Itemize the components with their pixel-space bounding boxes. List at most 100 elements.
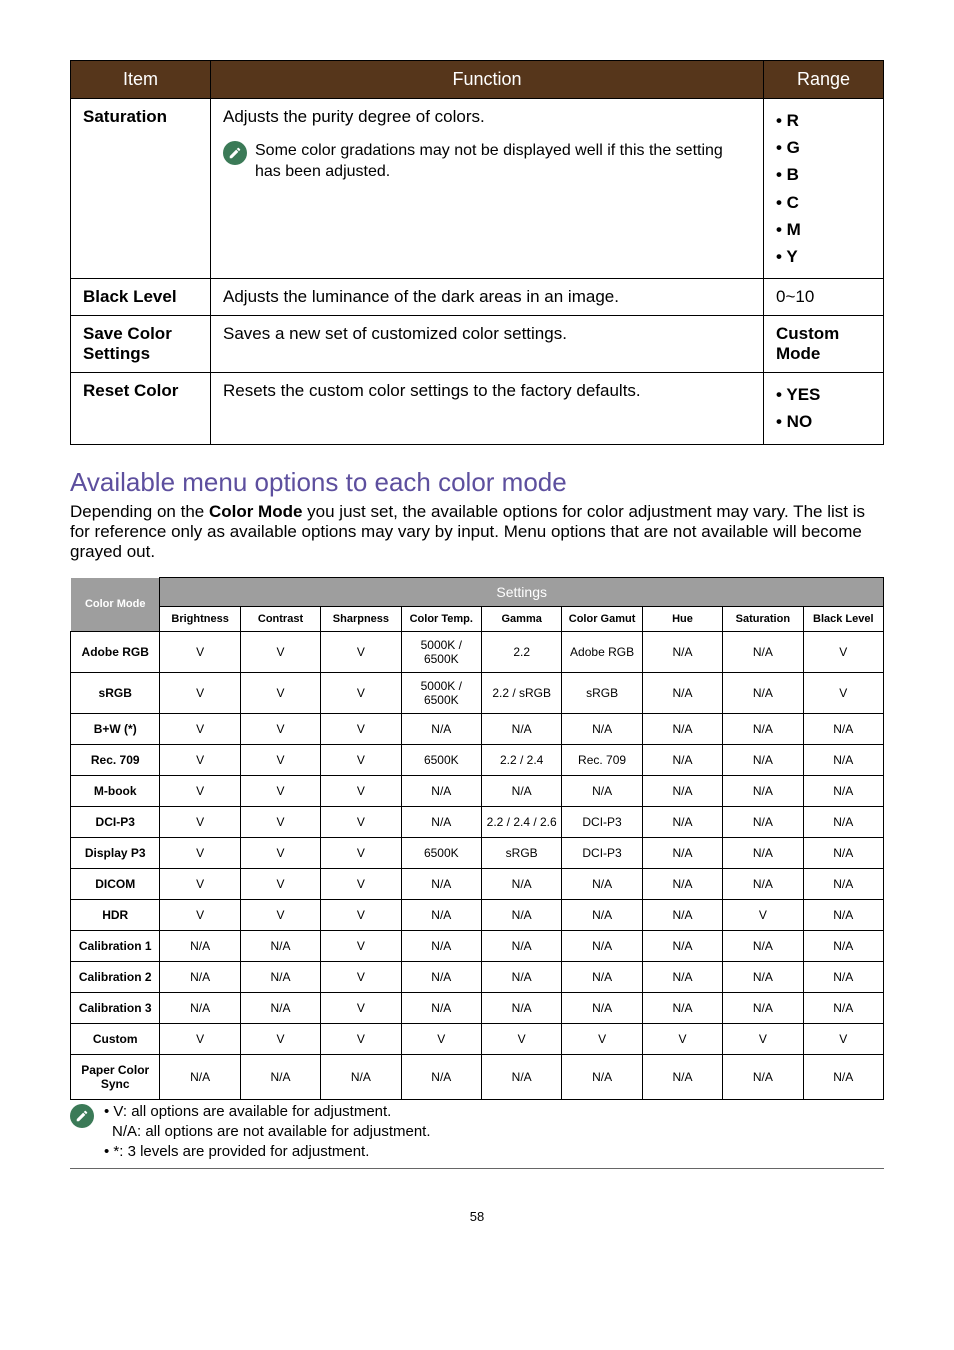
- cell: N/A: [562, 899, 642, 930]
- cell: N/A: [401, 961, 481, 992]
- range-cell: • R • G • B • C • M • Y: [764, 99, 884, 279]
- cell: 2.2: [481, 631, 561, 672]
- col-header: Black Level: [803, 606, 883, 631]
- cell: N/A: [723, 992, 803, 1023]
- function-text: Saves a new set of customized color sett…: [211, 316, 764, 373]
- cell: N/A: [642, 930, 722, 961]
- cell: N/A: [803, 806, 883, 837]
- hdr-range: Range: [764, 61, 884, 99]
- cell: V: [160, 837, 240, 868]
- cell: N/A: [803, 713, 883, 744]
- table-row: HDRVVVN/AN/AN/AN/AVN/A: [71, 899, 884, 930]
- table-row: Saturation Adjusts the purity degree of …: [71, 99, 884, 279]
- table-row: Calibration 3N/AN/AVN/AN/AN/AN/AN/AN/A: [71, 992, 884, 1023]
- cell: N/A: [240, 1054, 320, 1099]
- cell: V: [240, 868, 320, 899]
- cell: N/A: [642, 806, 722, 837]
- col-header: Color Gamut: [562, 606, 642, 631]
- cell: N/A: [562, 868, 642, 899]
- cell: N/A: [401, 930, 481, 961]
- cell: 2.2 / 2.4: [481, 744, 561, 775]
- cell: V: [723, 1023, 803, 1054]
- cell: N/A: [642, 713, 722, 744]
- cell: 5000K / 6500K: [401, 672, 481, 713]
- table-row: B+W (*)VVVN/AN/AN/AN/AN/AN/A: [71, 713, 884, 744]
- cell: N/A: [642, 631, 722, 672]
- cell: N/A: [401, 868, 481, 899]
- col-header: Brightness: [160, 606, 240, 631]
- cell: V: [401, 1023, 481, 1054]
- row-label: Rec. 709: [71, 744, 160, 775]
- cell: 5000K / 6500K: [401, 631, 481, 672]
- cell: N/A: [642, 837, 722, 868]
- cell: N/A: [481, 713, 561, 744]
- cell: N/A: [723, 672, 803, 713]
- item-label: Save Color Settings: [71, 316, 211, 373]
- cell: sRGB: [562, 672, 642, 713]
- section-intro: Depending on the Color Mode you just set…: [70, 502, 884, 563]
- cell: V: [803, 672, 883, 713]
- cell: V: [240, 744, 320, 775]
- col-header: Gamma: [481, 606, 561, 631]
- item-label: Black Level: [71, 279, 211, 316]
- table-row: sRGBVVV5000K / 6500K2.2 / sRGBsRGBN/AN/A…: [71, 672, 884, 713]
- table-row: DCI-P3VVVN/A2.2 / 2.4 / 2.6DCI-P3N/AN/AN…: [71, 806, 884, 837]
- cell: N/A: [642, 775, 722, 806]
- range-cell: 0~10: [764, 279, 884, 316]
- cell: V: [240, 899, 320, 930]
- hdr-settings: Settings: [160, 577, 884, 606]
- footnotes: • V: all options are available for adjus…: [70, 1102, 884, 1170]
- row-label: Paper Color Sync: [71, 1054, 160, 1099]
- row-label: B+W (*): [71, 713, 160, 744]
- col-header: Contrast: [240, 606, 320, 631]
- cell: N/A: [642, 899, 722, 930]
- cell: 2.2 / 2.4 / 2.6: [481, 806, 561, 837]
- row-label: Calibration 2: [71, 961, 160, 992]
- row-label: Calibration 1: [71, 930, 160, 961]
- cell: V: [321, 868, 401, 899]
- cell: N/A: [401, 713, 481, 744]
- cell: V: [321, 837, 401, 868]
- cell: N/A: [642, 1054, 722, 1099]
- cell: V: [321, 631, 401, 672]
- pencil-icon: [70, 1104, 94, 1128]
- range-cell: • YES • NO: [764, 373, 884, 444]
- row-label: HDR: [71, 899, 160, 930]
- table-row: M-bookVVVN/AN/AN/AN/AN/AN/A: [71, 775, 884, 806]
- cell: N/A: [481, 868, 561, 899]
- cell: N/A: [160, 930, 240, 961]
- cell: N/A: [481, 961, 561, 992]
- cell: V: [240, 672, 320, 713]
- cell: N/A: [562, 930, 642, 961]
- cell: N/A: [723, 744, 803, 775]
- cell: V: [321, 672, 401, 713]
- cell: N/A: [723, 806, 803, 837]
- table-row: Calibration 1N/AN/AVN/AN/AN/AN/AN/AN/A: [71, 930, 884, 961]
- item-label: Saturation: [71, 99, 211, 279]
- cell: V: [321, 992, 401, 1023]
- cell: N/A: [723, 868, 803, 899]
- cell: V: [562, 1023, 642, 1054]
- cell: N/A: [803, 961, 883, 992]
- row-label: sRGB: [71, 672, 160, 713]
- cell: N/A: [723, 713, 803, 744]
- cell: V: [240, 775, 320, 806]
- cell: V: [803, 1023, 883, 1054]
- table-row: Reset Color Resets the custom color sett…: [71, 373, 884, 444]
- cell: V: [803, 631, 883, 672]
- cell: V: [160, 1023, 240, 1054]
- cell: V: [160, 713, 240, 744]
- cell: N/A: [803, 868, 883, 899]
- cell: N/A: [642, 672, 722, 713]
- cell: N/A: [160, 1054, 240, 1099]
- table-row: CustomVVVVVVVVV: [71, 1023, 884, 1054]
- cell: N/A: [723, 961, 803, 992]
- cell: N/A: [562, 775, 642, 806]
- cell: N/A: [401, 899, 481, 930]
- cell: 6500K: [401, 837, 481, 868]
- cell: N/A: [321, 1054, 401, 1099]
- cell: V: [240, 837, 320, 868]
- cell: V: [240, 1023, 320, 1054]
- cell: N/A: [481, 1054, 561, 1099]
- cell: V: [321, 806, 401, 837]
